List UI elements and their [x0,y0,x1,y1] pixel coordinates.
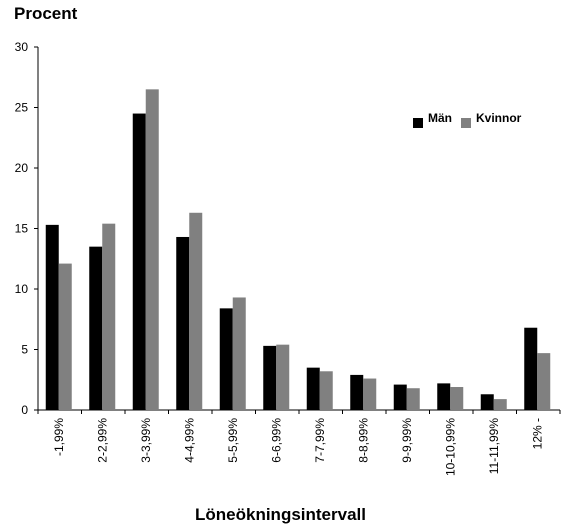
y-tick-label: 25 [15,101,29,115]
x-tick-label: 8-8,99% [356,418,370,463]
bar [480,394,494,410]
bar [406,388,420,410]
bar [102,223,116,410]
y-tick-label: 15 [15,222,29,236]
bar [306,367,320,410]
bar [493,399,507,410]
x-tick-label: 9-9,99% [400,418,414,463]
bar [132,113,146,411]
bar [145,89,159,410]
bar [189,212,203,410]
bar [450,387,464,410]
bar [393,384,407,410]
bar [263,345,277,410]
x-tick-label: 5-5,99% [226,418,240,463]
x-tick-label: 2-2,99% [95,418,109,463]
x-axis-title: Löneökningsintervall [195,505,366,524]
bar [89,246,103,410]
x-tick-label: 4-4,99% [182,418,196,463]
bar [176,236,190,410]
bar [524,327,538,410]
bar [437,383,451,410]
bar [232,297,246,410]
legend: Män Kvinnor [413,111,522,128]
legend-swatch [413,118,423,128]
legend-label: Kvinnor [476,111,522,125]
y-axis-title: Procent [14,4,78,23]
y-tick-label: 0 [21,403,28,417]
axes: 0 5 10 15 20 25 30 -1,99% 2-2,99% 3-3,99% 4-4,99% 5… [15,40,561,476]
y-tick-label: 10 [15,282,29,296]
x-tick-label: 6-6,99% [269,418,283,463]
bar [45,224,59,410]
y-tick-label: 5 [21,343,28,357]
y-tick-label: 30 [15,40,29,54]
x-tick-label: 12% - [530,418,544,449]
bar [58,263,72,410]
x-tick-label: -1,99% [52,418,66,456]
bar [537,353,551,410]
legend-swatch [461,118,471,128]
bar [363,378,377,410]
legend-label: Män [428,111,452,125]
bars [45,89,551,411]
x-tick-label: 7-7,99% [313,418,327,463]
y-tick-label: 20 [15,161,29,175]
x-tick-label: 3-3,99% [139,418,153,463]
bar [350,374,364,410]
bar [219,308,233,410]
x-tick-label: 11-11,99% [487,418,501,475]
bar [276,344,290,410]
bar [319,371,333,410]
x-tick-label: 10-10,99% [443,418,457,476]
